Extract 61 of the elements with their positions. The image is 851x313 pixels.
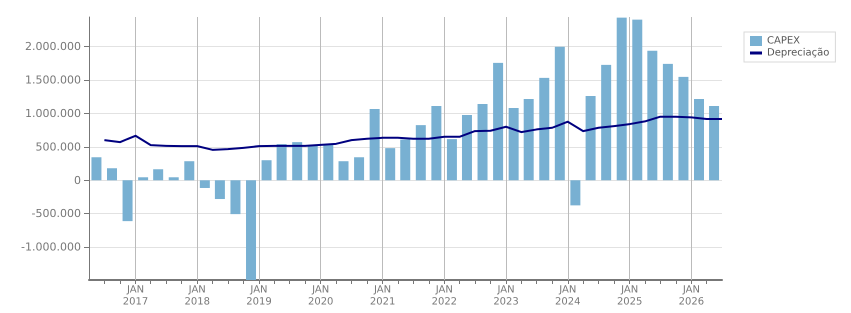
x-tick-label: JAN 2023 bbox=[493, 284, 519, 308]
y-tick-label: -1.000.000 bbox=[21, 240, 81, 254]
bar bbox=[524, 98, 534, 180]
bar bbox=[292, 142, 302, 180]
x-tick-label: JAN 2018 bbox=[184, 284, 210, 308]
line-series bbox=[103, 116, 723, 151]
bar bbox=[478, 104, 488, 180]
bar bbox=[616, 18, 627, 180]
y-tick-label: 0 bbox=[74, 174, 81, 187]
bar bbox=[570, 180, 580, 206]
bar bbox=[246, 180, 256, 280]
bar bbox=[416, 125, 426, 180]
bar bbox=[122, 180, 133, 222]
x-tick-label: JAN 2024 bbox=[555, 284, 580, 308]
y-tick-label: 2.000.000 bbox=[25, 40, 81, 53]
legend-label: CAPEX bbox=[767, 36, 800, 46]
bar bbox=[662, 64, 673, 180]
bar bbox=[586, 96, 596, 180]
legend-label: Depreciação bbox=[767, 48, 830, 58]
bar bbox=[508, 108, 519, 180]
bar bbox=[153, 169, 164, 180]
bar bbox=[709, 106, 720, 180]
bar bbox=[230, 180, 240, 214]
x-tick-label: JAN 2019 bbox=[246, 284, 272, 308]
bar bbox=[308, 145, 318, 180]
y-tick-label: 1.000.000 bbox=[25, 106, 81, 120]
bar bbox=[493, 62, 504, 180]
bar bbox=[400, 139, 410, 180]
y-tick-label: -500.000 bbox=[32, 207, 81, 220]
bar bbox=[214, 180, 225, 200]
bar bbox=[694, 98, 704, 180]
bar bbox=[338, 161, 349, 180]
x-tick-label: JAN 2025 bbox=[616, 284, 642, 308]
bar bbox=[539, 78, 550, 180]
bar bbox=[446, 139, 457, 180]
bar bbox=[354, 157, 364, 180]
bar bbox=[431, 106, 442, 180]
bar bbox=[138, 177, 148, 180]
bar bbox=[678, 76, 688, 180]
x-tick-label: JAN 2021 bbox=[370, 284, 396, 308]
bar bbox=[601, 64, 612, 180]
x-tick-label: JAN 2022 bbox=[432, 284, 458, 308]
bar bbox=[200, 180, 210, 188]
bar bbox=[323, 144, 334, 180]
bar bbox=[370, 109, 380, 180]
bar bbox=[276, 144, 287, 180]
bar bbox=[184, 161, 194, 180]
y-tick-label: 1.500.000 bbox=[25, 73, 81, 86]
bar bbox=[647, 50, 658, 180]
bar bbox=[168, 177, 179, 180]
bar bbox=[385, 148, 396, 180]
bar bbox=[462, 115, 472, 180]
bar bbox=[107, 168, 117, 180]
bar bbox=[632, 20, 642, 180]
x-tick-label: JAN 2020 bbox=[308, 284, 334, 308]
bar bbox=[262, 160, 272, 180]
x-tick-label: JAN 2017 bbox=[122, 284, 148, 308]
bar bbox=[554, 46, 565, 180]
y-tick-label: 500.000 bbox=[36, 140, 81, 154]
bar bbox=[91, 157, 102, 180]
x-tick-label: JAN 2026 bbox=[678, 284, 704, 308]
